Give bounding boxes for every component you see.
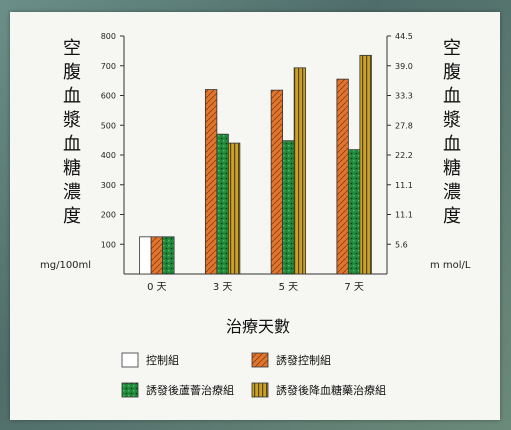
legend-label: 誘發控制組 [276, 353, 331, 367]
slide-card: 空腹血漿血糖濃度 mg/100ml 空腹血漿血糖濃度 m mol/L 100 20… [10, 12, 500, 420]
right-tick-label: 22.2 [395, 151, 413, 160]
left-tick-label: 600 [101, 92, 116, 101]
y-label-char: 濃 [63, 182, 81, 203]
y-label-char: 血 [63, 86, 81, 107]
right-tick-label: 44.5 [395, 32, 413, 41]
bar-dots-3 [347, 149, 361, 275]
y-label-char: 腹 [443, 62, 461, 83]
legend-label: 控制組 [146, 353, 179, 367]
right-tick-label: 11.1 [395, 211, 413, 220]
y-label-char: 漿 [443, 110, 461, 131]
bar-stripes-1 [227, 142, 241, 275]
y-label-char: 血 [443, 134, 461, 155]
y-label-char: 血 [443, 86, 461, 107]
x-axis-title: 治療天數 [226, 317, 290, 336]
y-label-char: 濃 [443, 182, 461, 203]
left-tick-label: 400 [101, 151, 116, 160]
bar-stripes-2 [293, 67, 307, 275]
y-label-char: 度 [63, 206, 81, 227]
bar-hatch-1 [204, 89, 218, 275]
x-tick-label: 5 天 [279, 282, 299, 293]
bar-dots-1 [216, 133, 229, 275]
bar-dots-0 [162, 236, 175, 275]
right-tick-label: 5.6 [395, 240, 408, 249]
left-y-axis-unit: mg/100ml [40, 260, 91, 271]
right-y-axis-unit: m mol/L [430, 260, 471, 271]
left-tick-label: 200 [101, 211, 116, 220]
bar-plain-0 [139, 236, 152, 275]
left-tick-label: 500 [101, 121, 116, 130]
legend-swatch [251, 352, 269, 368]
x-tick-label: 7 天 [344, 282, 364, 293]
y-label-char: 空 [63, 38, 81, 59]
left-tick-label: 700 [101, 62, 116, 71]
x-tick-label: 3 天 [213, 282, 233, 293]
left-tick-label: 300 [101, 181, 116, 190]
bar-hatch-2 [270, 89, 284, 275]
y-label-char: 糖 [63, 158, 81, 179]
x-tick-label: 0 天 [147, 282, 167, 293]
legend-swatch [251, 382, 269, 398]
bar-dots-2 [282, 140, 295, 275]
bar-series [139, 54, 372, 275]
legend-label: 誘發後降血糖藥治療組 [276, 383, 386, 397]
legend-swatch [121, 352, 139, 368]
legend-swatch [121, 382, 139, 398]
y-label-char: 空 [443, 38, 461, 59]
y-label-char: 血 [63, 134, 81, 155]
right-tick-label: 39.0 [395, 62, 413, 71]
right-tick-label: 33.3 [395, 92, 413, 101]
x-tick-labels: 0 天 3 天 5 天 7 天 [147, 282, 364, 293]
bar-hatch-3 [336, 78, 349, 275]
y-label-char: 漿 [63, 110, 81, 131]
bar-stripes-3 [359, 54, 372, 275]
legend-label: 誘發後蘆薈治療組 [146, 383, 234, 397]
y-label-char: 腹 [63, 62, 81, 83]
bar-hatch-0 [150, 236, 164, 275]
right-tick-label: 11.1 [395, 181, 413, 190]
right-tick-label: 27.8 [395, 121, 413, 130]
y-label-char: 糖 [443, 158, 461, 179]
y-label-char: 度 [443, 206, 461, 227]
left-tick-label: 100 [101, 240, 116, 249]
left-tick-label: 800 [101, 32, 116, 41]
